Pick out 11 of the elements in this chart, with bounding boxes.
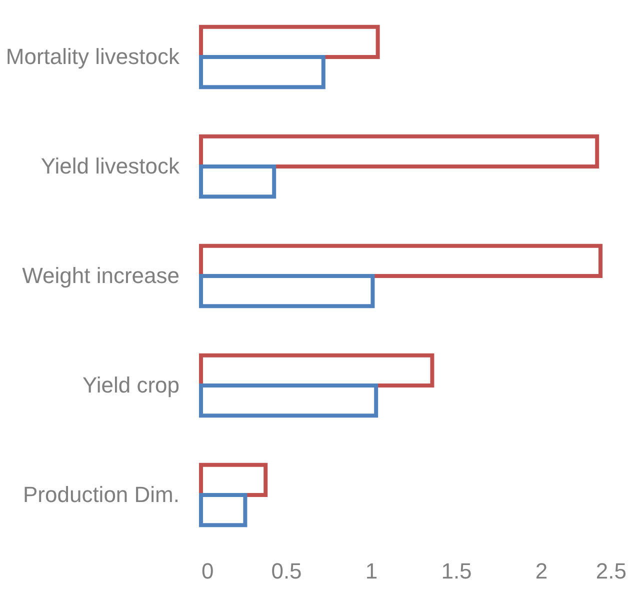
y-tick-label: Mortality livestock [6, 44, 180, 70]
x-tick-label: 1.5 [441, 558, 472, 584]
y-tick-label: Production Dim. [22, 482, 180, 507]
x-tick-label: 0.5 [271, 558, 302, 584]
y-tick-label: Yield livestock [40, 154, 180, 179]
y-tick-label: Yield crop [82, 372, 180, 398]
y-tick-label: Weight increase [22, 263, 180, 288]
x-tick-label: 2 [535, 558, 548, 584]
x-tick-label: 2.5 [596, 558, 626, 584]
x-tick-label: 0 [202, 558, 214, 584]
x-tick-label: 1 [365, 558, 378, 584]
